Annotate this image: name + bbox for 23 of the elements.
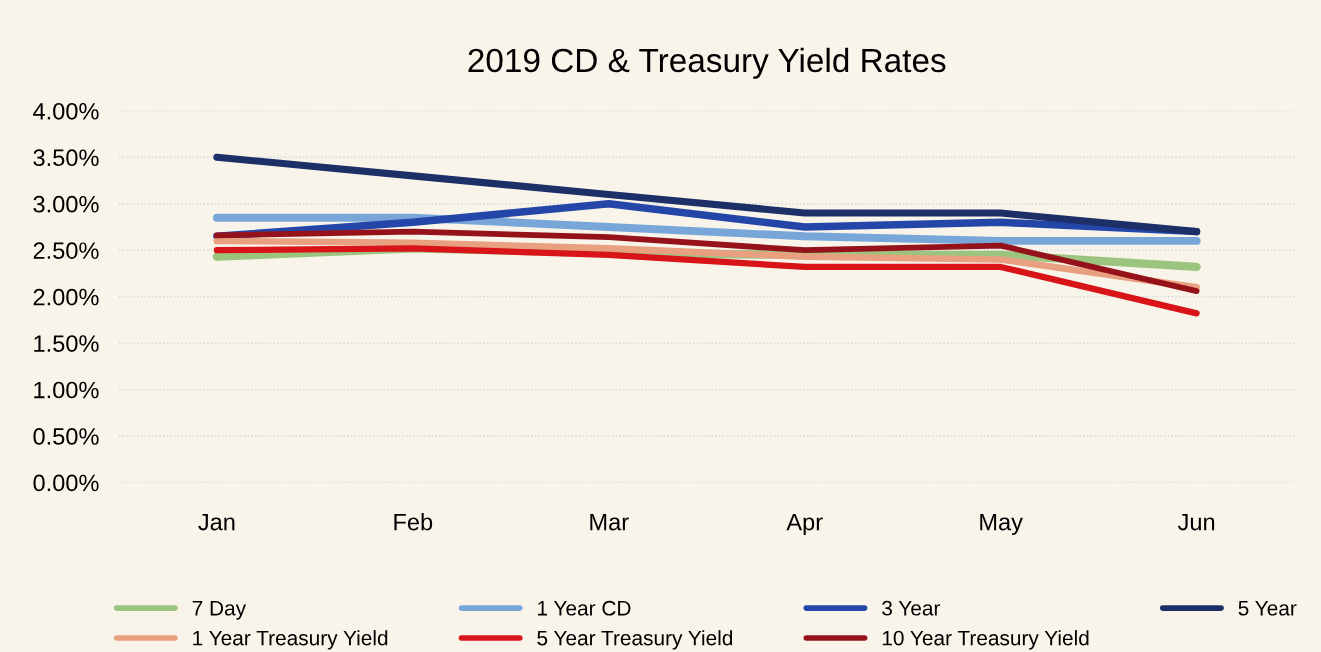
y-tick-label: 3.50%	[33, 149, 99, 167]
x-tick-label: Mar	[590, 513, 629, 531]
x-tick-label: Apr	[786, 513, 823, 536]
legend-label: 5 Year	[1238, 601, 1297, 616]
y-tick-label: 1.50%	[34, 335, 99, 352]
y-tick-label: 3.00%	[33, 195, 99, 213]
chart-title: 2019 CD & Treasury Yield Rates	[468, 47, 946, 79]
legend-label: 10 Year Treasury Yield	[882, 630, 1089, 650]
x-tick-label: May	[980, 513, 1023, 536]
y-tick-label: 0.50%	[33, 428, 99, 445]
legend-label: 3 Year	[882, 600, 941, 616]
y-tick-label: 4.00%	[33, 102, 99, 120]
x-tick-label: Jan	[198, 513, 235, 531]
y-tick-label: 2.50%	[33, 242, 99, 259]
y-tick-label: 2.00%	[33, 288, 99, 306]
y-tick-label: 1.00%	[34, 381, 99, 399]
y-tick-label: 0.00%	[33, 474, 99, 492]
x-tick-label: Feb	[394, 513, 433, 531]
legend-label: 7 Day	[192, 601, 247, 620]
x-tick-label: Jun	[1177, 513, 1215, 531]
legend-label: 1 Year CD	[538, 600, 631, 616]
legend-label: 5 Year Treasury Yield	[537, 630, 733, 650]
legend-label: 1 Year Treasury Yield	[193, 630, 388, 650]
